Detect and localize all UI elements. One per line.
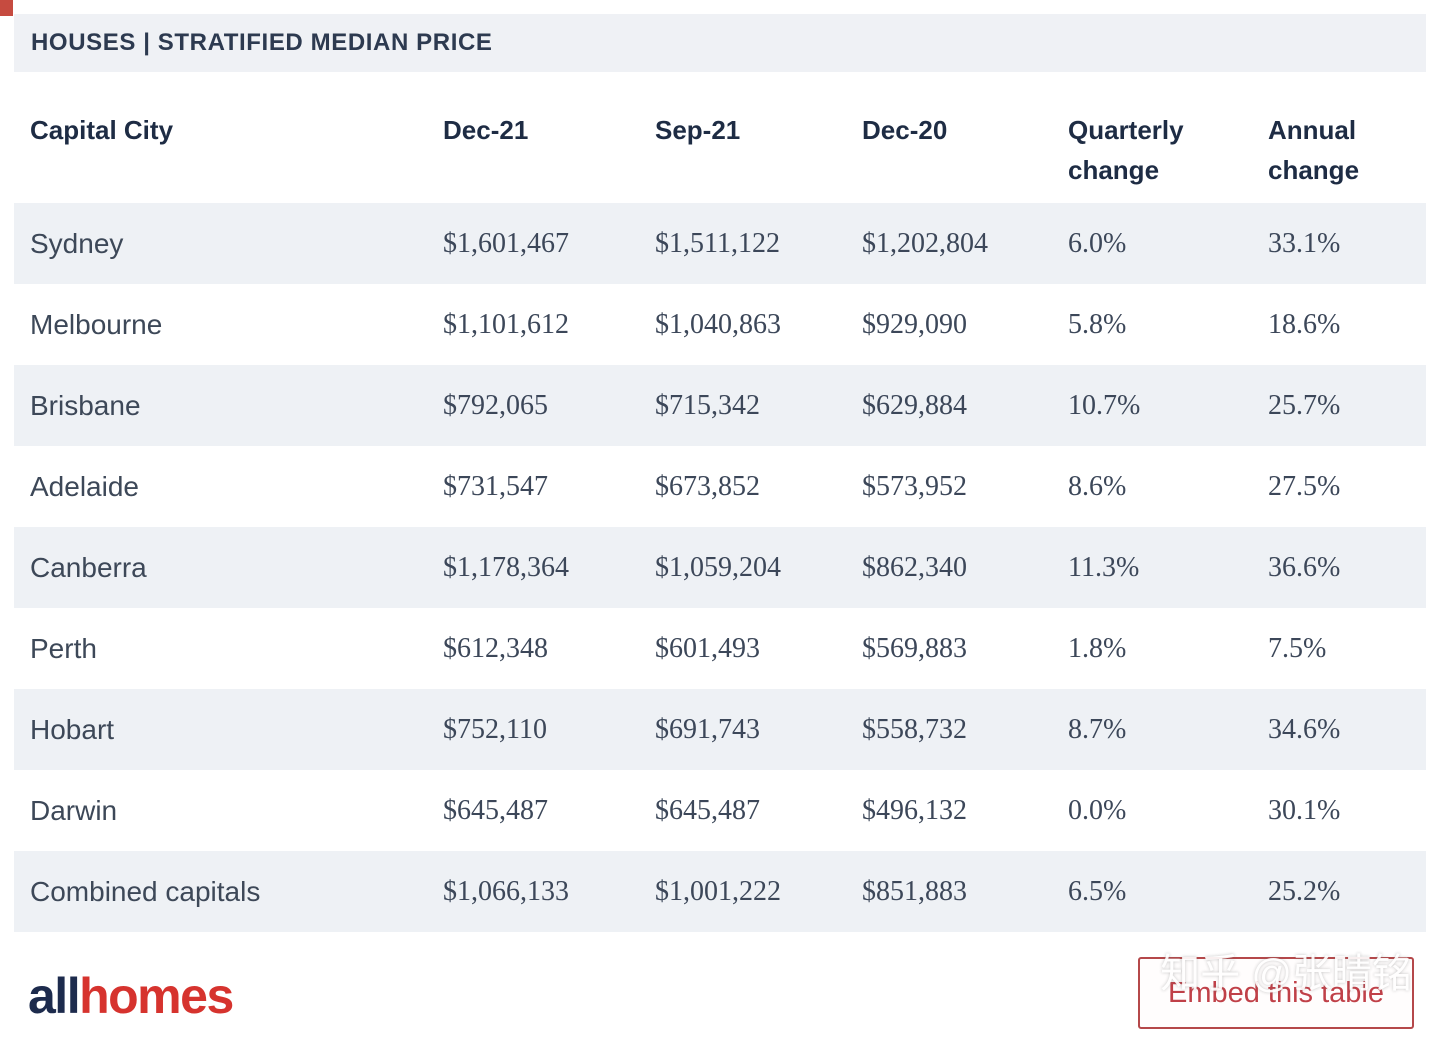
dec20-cell: $1,202,804: [862, 227, 988, 259]
sep21-cell: $1,059,204: [655, 551, 781, 583]
dec20-cell: $929,090: [862, 308, 967, 340]
dec20-cell: $629,884: [862, 389, 967, 421]
city-cell: Adelaide: [30, 470, 139, 502]
table-body: Sydney $1,601,467 $1,511,122 $1,202,804 6.0%…: [14, 203, 1426, 932]
annual-cell: 25.2%: [1268, 875, 1341, 907]
quarterly-cell: 8.7%: [1068, 713, 1127, 745]
column-header-quarterly-change: Quarterly change: [1052, 72, 1252, 203]
quarterly-cell: 1.8%: [1068, 632, 1127, 664]
page-title: HOUSES | STRATIFIED MEDIAN PRICE: [31, 29, 493, 56]
dec21-cell: $731,547: [443, 470, 548, 502]
sep21-cell: $601,493: [655, 632, 760, 664]
annual-cell: 7.5%: [1268, 632, 1327, 664]
dec21-cell: $612,348: [443, 632, 548, 664]
column-header-capital-city: Capital City: [14, 72, 427, 203]
table-title-band: HOUSES | STRATIFIED MEDIAN PRICE: [14, 14, 1426, 72]
annual-cell: 27.5%: [1268, 470, 1341, 502]
table-header-row: Capital City Dec-21 Sep-21 Dec-20 Quarte…: [14, 72, 1426, 203]
logo-text-homes: homes: [79, 968, 234, 1024]
table-row: Darwin $645,487 $645,487 $496,132 0.0% 30.1%: [14, 770, 1426, 851]
dec21-cell: $792,065: [443, 389, 548, 421]
column-header-sep-21: Sep-21: [639, 72, 846, 203]
annual-cell: 25.7%: [1268, 389, 1341, 421]
table-row: Melbourne $1,101,612 $1,040,863 $929,090 5.8…: [14, 284, 1426, 365]
dec20-cell: $862,340: [862, 551, 967, 583]
city-cell: Brisbane: [30, 389, 141, 421]
quarterly-cell: 10.7%: [1068, 389, 1141, 421]
dec21-cell: $645,487: [443, 794, 548, 826]
city-cell: Sydney: [30, 227, 124, 259]
dec21-cell: $1,101,612: [443, 308, 569, 340]
city-cell: Melbourne: [30, 308, 163, 340]
sep21-cell: $691,743: [655, 713, 760, 745]
dec21-cell: $1,178,364: [443, 551, 569, 583]
column-header-annual-change: Annual change: [1252, 72, 1426, 203]
table-row: Adelaide $731,547 $673,852 $573,952 8.6% 27.5…: [14, 446, 1426, 527]
city-cell: Hobart: [30, 713, 115, 745]
embed-table-button[interactable]: Embed this table: [1138, 957, 1414, 1029]
dec20-cell: $573,952: [862, 470, 967, 502]
logo-text-all: all: [28, 968, 81, 1024]
dec20-cell: $558,732: [862, 713, 967, 745]
table-row: Combined capitals $1,066,133 $1,001,222 $85…: [14, 851, 1426, 932]
dec21-cell: $1,601,467: [443, 227, 569, 259]
table-row: Perth $612,348 $601,493 $569,883 1.8% 7.5%: [14, 608, 1426, 689]
city-cell: Canberra: [30, 551, 147, 583]
dec20-cell: $569,883: [862, 632, 967, 664]
annual-cell: 33.1%: [1268, 227, 1341, 259]
sep21-cell: $1,040,863: [655, 308, 781, 340]
quarterly-cell: 6.0%: [1068, 227, 1127, 259]
quarterly-cell: 6.5%: [1068, 875, 1127, 907]
table-row: Hobart $752,110 $691,743 $558,732 8.7% 34.6%: [14, 689, 1426, 770]
dec20-cell: $851,883: [862, 875, 967, 907]
table-row: Sydney $1,601,467 $1,511,122 $1,202,804 6.0%…: [14, 203, 1426, 284]
city-cell: Combined capitals: [30, 875, 261, 907]
annual-cell: 34.6%: [1268, 713, 1341, 745]
sep21-cell: $1,001,222: [655, 875, 781, 907]
median-price-table: Capital City Dec-21 Sep-21 Dec-20 Quarte…: [14, 72, 1426, 932]
table-row: Brisbane $792,065 $715,342 $629,884 10.7% 25.…: [14, 365, 1426, 446]
red-corner-mark: [0, 0, 13, 16]
sep21-cell: $645,487: [655, 794, 760, 826]
quarterly-cell: 8.6%: [1068, 470, 1127, 502]
column-header-dec-20: Dec-20: [846, 72, 1052, 203]
column-header-dec-21: Dec-21: [427, 72, 639, 203]
dec20-cell: $496,132: [862, 794, 967, 826]
table-row: Canberra $1,178,364 $1,059,204 $862,340 11.3…: [14, 527, 1426, 608]
city-cell: Perth: [30, 632, 97, 664]
dec21-cell: $752,110: [443, 713, 547, 745]
annual-cell: 30.1%: [1268, 794, 1341, 826]
city-cell: Darwin: [30, 794, 118, 826]
sep21-cell: $673,852: [655, 470, 760, 502]
sep21-cell: $715,342: [655, 389, 760, 421]
quarterly-cell: 11.3%: [1068, 551, 1140, 583]
quarterly-cell: 0.0%: [1068, 794, 1127, 826]
annual-cell: 18.6%: [1268, 308, 1341, 340]
annual-cell: 36.6%: [1268, 551, 1341, 583]
quarterly-cell: 5.8%: [1068, 308, 1127, 340]
dec21-cell: $1,066,133: [443, 875, 569, 907]
sep21-cell: $1,511,122: [655, 227, 780, 259]
allhomes-logo[interactable]: allhomes: [28, 968, 234, 1024]
